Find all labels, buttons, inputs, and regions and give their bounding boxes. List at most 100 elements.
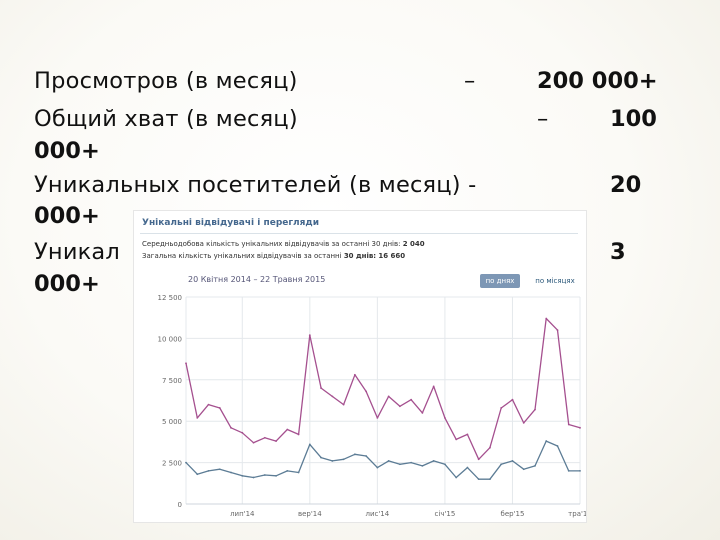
series-1-point [230,471,232,474]
series-1-point [398,463,401,466]
avg-visitors-value: 2 040 [402,240,425,248]
x-tick-label: вер'14 [298,510,322,518]
x-tick-label: січ'15 [435,510,456,518]
x-tick-label: тра'15 [568,510,586,518]
series-0-point [489,446,491,449]
by-days-button[interactable]: по днях [480,274,520,288]
date-separator: – [253,275,258,284]
series-0-point [331,395,334,398]
series-1-point [545,440,548,442]
series-0-point [522,421,525,424]
y-tick-label: 10 000 [158,335,183,343]
stat-reach-dash: – [537,106,549,132]
series-0-point [477,458,480,461]
series-0-point [455,438,458,441]
series-line-1 [185,440,580,480]
series-1-point [297,471,300,474]
series-0-point [185,362,187,365]
stat-reach-label: Общий хват (в месяц) [34,106,298,132]
series-0-point [241,431,244,434]
total-visitors-line: Загальна кількість унікальних відвідувач… [142,252,405,260]
series-0-point [545,317,548,320]
series-1-point [252,476,255,479]
series-1-point [511,460,514,462]
series-0-point [500,407,503,409]
series-1-point [432,460,435,462]
y-tick-label: 5 000 [162,418,182,426]
series-0-point [466,433,469,436]
date-from: 20 Квітня 2014 [188,275,251,284]
series-1-point [421,465,424,467]
stat-unique-visitors-label: Уникальных посетителей (в месяц) - [34,172,477,198]
series-1-point [522,468,525,471]
series-0-point [353,373,356,376]
x-tick-label: лис'14 [366,510,390,518]
series-0-point [218,407,221,409]
series-1-point [567,469,570,472]
series-1-point [579,469,581,472]
series-1-point [500,463,503,466]
stats-screenshot-panel: Унікальні відвідувачі і перегляди Середн… [133,210,587,523]
series-1-point [534,465,536,467]
series-0-point [398,405,401,408]
stat-reach-value-1: 100 [610,106,657,132]
series-1-point [477,478,480,481]
by-months-button[interactable]: по місяцях [535,277,575,285]
series-0-point [387,395,390,398]
y-tick-label: 0 [178,501,182,509]
series-1-point [320,456,322,459]
y-tick-label: 7 500 [162,377,182,385]
series-0-point [421,412,424,414]
stat-unique-visitors-value-2: 000+ [34,203,100,229]
stat-unique-value-2: 000+ [34,271,100,297]
series-0-point [376,416,379,419]
x-tick-label: лип'14 [230,510,255,518]
stat-reach-value-2: 000+ [34,138,100,164]
stat-unique-visitors-value-1: 20 [610,172,642,198]
series-0-point [579,426,581,429]
series-1-point [353,453,356,456]
x-tick-label: бер'15 [501,510,525,518]
series-1-point [376,466,379,469]
visitors-line-chart: 0 2 500 5 000 7 500 10 000 12 500 лип'14 вер'14… [158,294,587,518]
stat-unique-label: Уникал [34,239,121,265]
series-0-point [444,416,446,419]
series-0-point [432,385,435,388]
series-1-point [455,476,458,479]
stat-views-label: Просмотров (в месяц) [34,68,298,94]
series-0-point [230,426,232,429]
series-0-point [252,441,255,444]
y-tick-label: 2 500 [162,460,182,468]
series-0-point [275,440,277,442]
series-1-point [263,474,266,476]
panel-title: Унікальні відвідувачі і перегляди [142,218,320,228]
series-0-point [567,423,570,426]
series-1-point [342,458,345,461]
total-visitors-text: Загальна кількість унікальних відвідувач… [142,252,342,260]
series-1-point [387,460,390,462]
series-0-point [511,398,514,401]
series-0-point [297,433,300,436]
series-0-point [410,398,413,401]
avg-visitors-text: Середньодобова кількість унікальних відв… [142,240,401,248]
panel-divider [140,233,578,234]
stat-unique-value-1: 3 [610,239,626,265]
series-0-point [556,329,559,332]
series-1-point [185,461,187,464]
date-range[interactable]: 20 Квітня 2014 – 22 Травня 2015 [188,275,325,284]
series-1-point [331,460,334,462]
series-0-point [207,403,210,406]
series-0-point [320,387,322,389]
series-1-point [218,468,221,471]
series-0-point [365,390,368,393]
stat-views-dash: – [464,68,476,94]
series-1-point [196,473,199,476]
series-0-point [534,408,536,411]
series-0-point [196,416,199,419]
series-1-point [489,478,491,481]
total-visitors-days: 30 днів: [343,252,377,260]
stat-views-value: 200 000+ [537,68,658,94]
series-1-point [365,455,368,457]
series-1-point [308,443,311,446]
series-0-point [342,403,345,406]
